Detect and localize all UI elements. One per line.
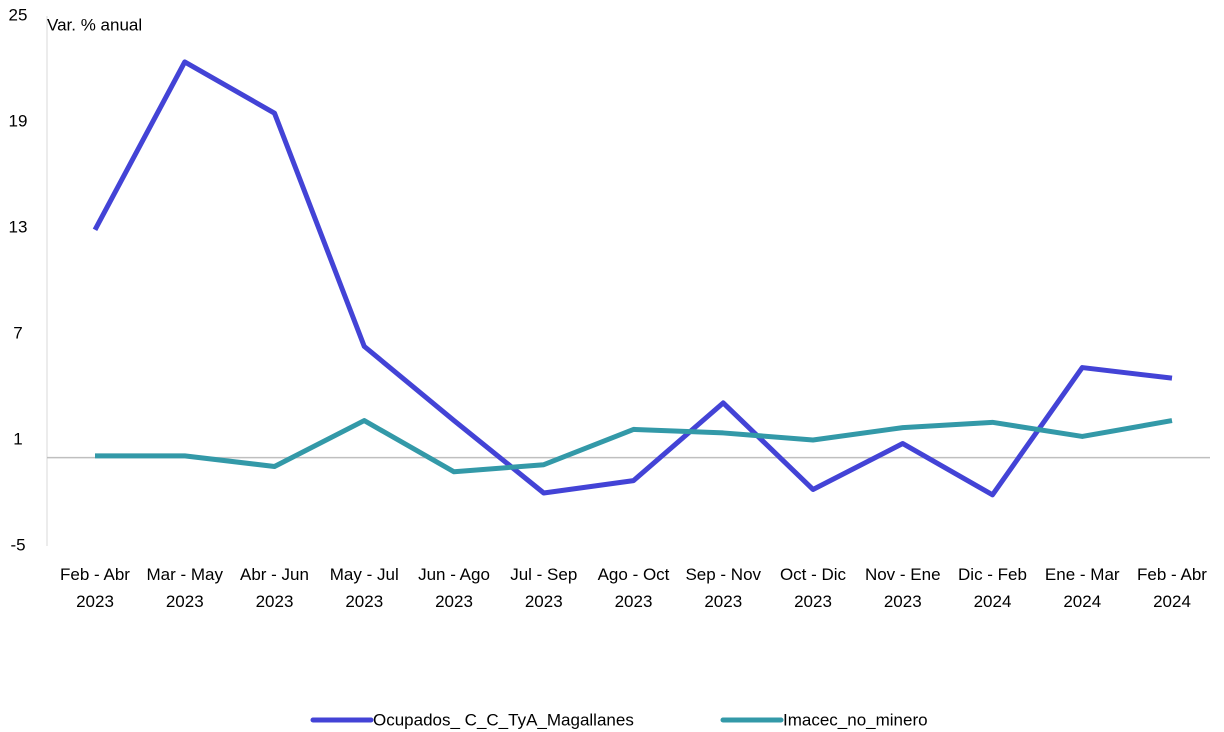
series-line: [92, 59, 1173, 498]
x-tick-label: Abr - Jun 2023: [240, 565, 309, 611]
y-tick-label: 1: [13, 429, 22, 448]
y-tick-label: 19: [9, 111, 28, 130]
y-tick-label: 25: [9, 5, 28, 24]
x-tick-label: Feb - Abr 2023: [60, 565, 130, 611]
x-tick-label: Nov - Ene 2023: [864, 565, 941, 611]
x-tick-label: May - Jul 2023: [329, 565, 399, 611]
x-tick-label: Oct - Dic 2023: [779, 565, 847, 611]
x-tick-label: Mar - May 2023: [146, 565, 224, 611]
legend-label: Ocupados_ C_C_TyA_Magallanes: [373, 710, 634, 729]
x-tick-label: Jun - Ago 2023: [418, 565, 490, 611]
x-tick-label: Feb - Abr 2024: [1137, 565, 1207, 611]
x-tick-label: Ago - Oct 2023: [597, 565, 670, 611]
y-tick-label: -5: [10, 535, 25, 554]
y-axis-label: Var. % anual: [47, 15, 142, 34]
y-tick-label: 13: [9, 217, 28, 236]
x-tick-label: Ene - Mar 2024: [1044, 565, 1120, 611]
x-tick-label: Dic - Feb 2024: [958, 565, 1027, 611]
y-tick-label: 7: [13, 323, 22, 342]
x-tick-label: Sep - Nov 2023: [685, 565, 762, 611]
x-tick-label: Jul - Sep 2023: [510, 565, 578, 611]
series-line: [95, 418, 1173, 475]
legend-label: Imacec_no_minero: [783, 710, 928, 729]
